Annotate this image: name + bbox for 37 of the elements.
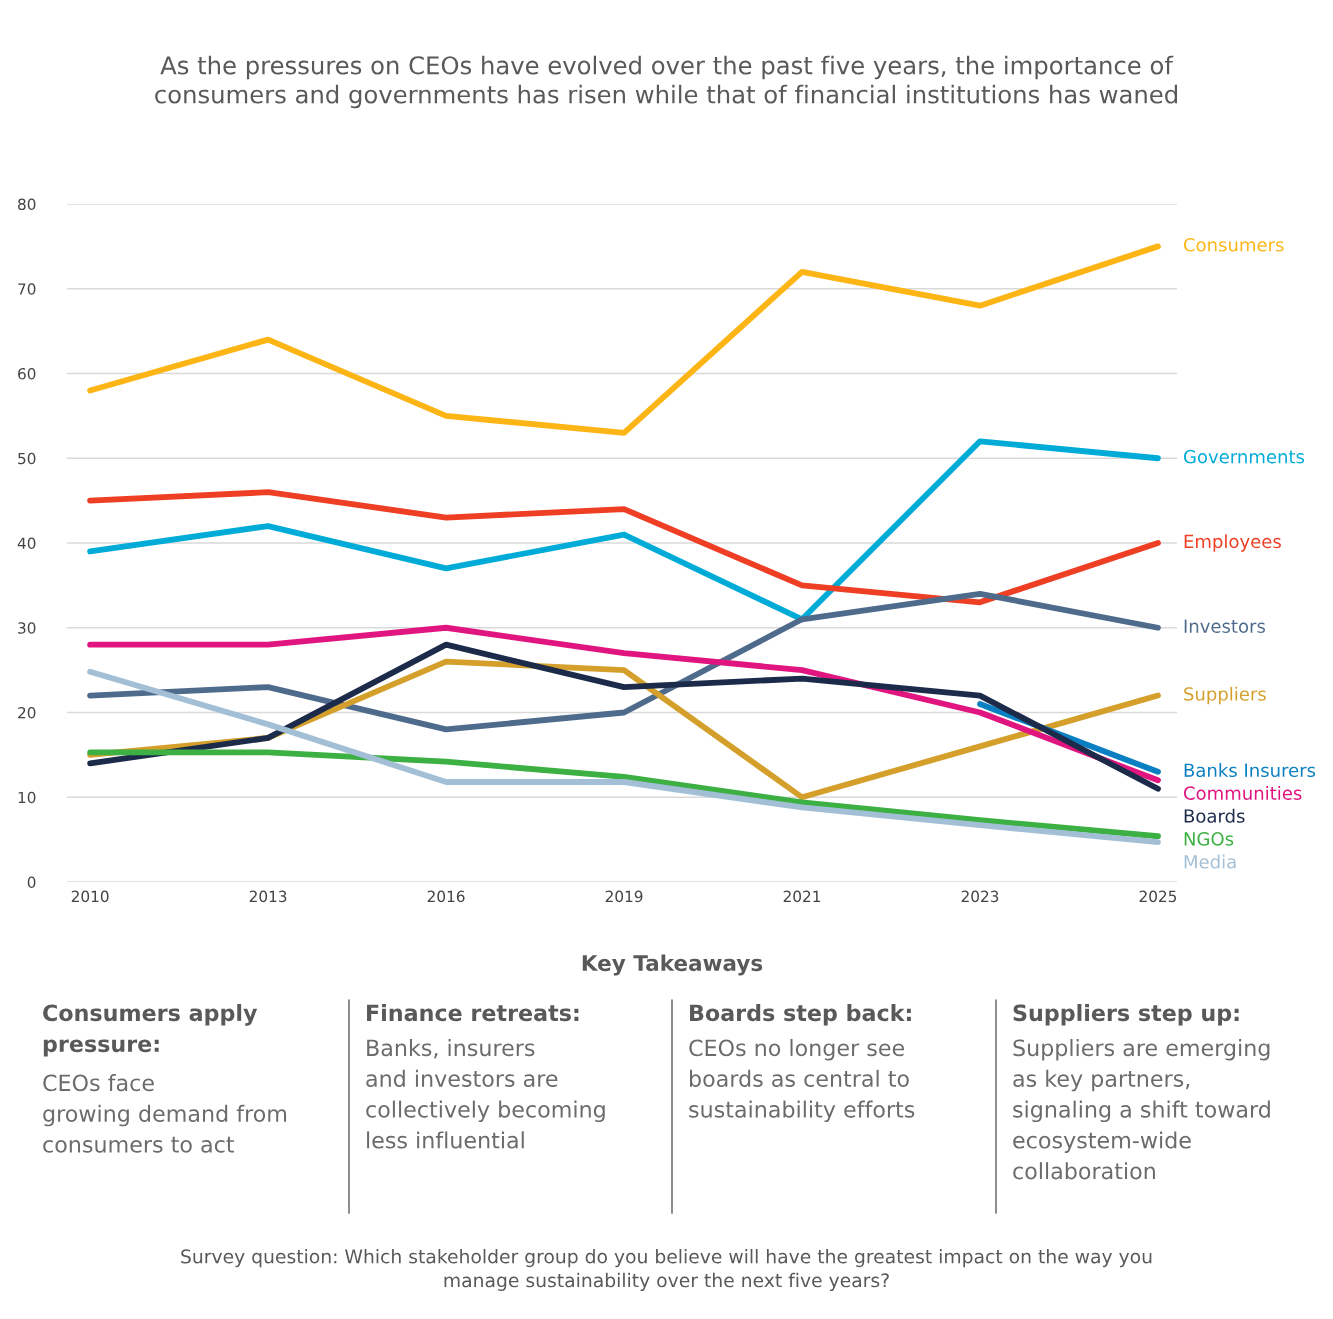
text: Banks, insurers and investors are collectively becoming less influential	[366, 1039, 605, 1149]
text: CEOs no longer see boards as central to sustainability efforts	[689, 1039, 915, 1123]
series-label: Consumers	[1183, 237, 1284, 252]
text: Survey question: Which stakeholder group do you believe will have the greatest impact on the way you manage sustainability over the next five years?	[181, 1249, 1152, 1291]
text: Suppliers step up:	[1013, 1004, 1239, 1026]
series-label: Boards	[1184, 808, 1245, 823]
series-label: Investors	[1184, 619, 1265, 633]
chart-title: As the pressures on CEOs have evolved over the past five years, the importance of consumers and governments has risen while that of financial institutions has waned	[155, 55, 1177, 109]
y-tick-label: 60	[18, 367, 36, 380]
series-label: Media	[1184, 854, 1236, 869]
y-tick-label: 0	[27, 876, 36, 889]
text: Consumers apply pressure:	[43, 1004, 258, 1057]
text: Suppliers are emerging as key partners, signaling a shift toward ecosystem-wide collaboration	[1013, 1039, 1270, 1180]
x-tick-label: 2019	[605, 890, 643, 903]
y-tick-label: 70	[18, 283, 36, 295]
series-label: Employees	[1184, 534, 1281, 552]
text: Boards step back:	[690, 1004, 911, 1026]
x-tick-label: 2023	[961, 890, 999, 903]
y-tick-label: 50	[18, 452, 36, 465]
series-label: Governments	[1183, 449, 1305, 464]
y-tick-label: 80	[18, 198, 36, 211]
series-label: Suppliers	[1184, 686, 1266, 705]
x-tick-label: 2010	[71, 890, 109, 903]
series-label: NGOs	[1184, 832, 1234, 846]
y-tick-label: 10	[18, 791, 36, 804]
y-tick-label: 20	[18, 706, 36, 719]
x-tick-label: 2025	[1139, 890, 1177, 903]
text: CEOs face growing demand from consumers to act	[43, 1074, 287, 1153]
y-tick-label: 30	[18, 622, 36, 634]
series-label: Banks Insurers	[1184, 763, 1316, 778]
text: Key Takeaways	[582, 954, 763, 976]
series-label: Communities	[1183, 785, 1302, 800]
x-tick-label: 2021	[783, 890, 821, 903]
text: Finance retreats:	[367, 1004, 579, 1022]
x-tick-label: 2013	[249, 890, 287, 903]
x-tick-label: 2016	[427, 890, 465, 903]
y-tick-label: 40	[17, 537, 36, 550]
